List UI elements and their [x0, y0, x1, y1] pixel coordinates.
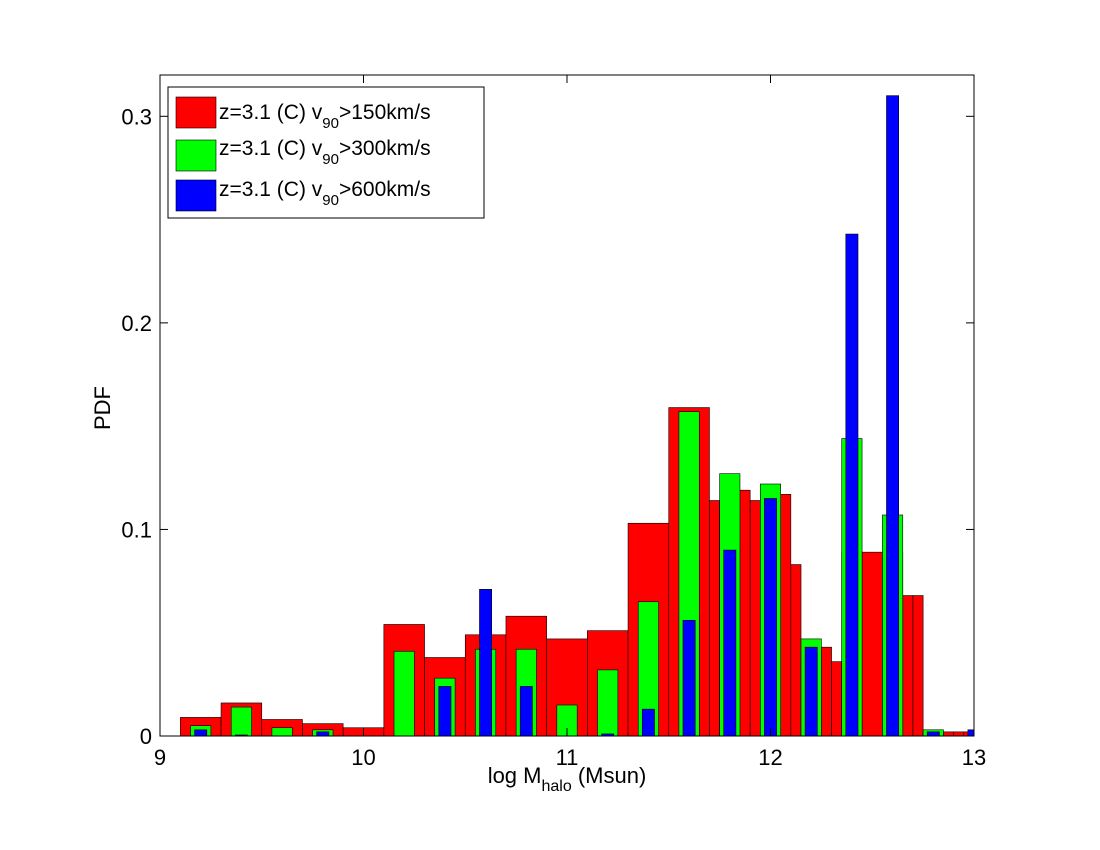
- series-1-bar: [953, 731, 965, 737]
- y-axis-label: PDF: [90, 386, 115, 430]
- series-1-bar: [902, 595, 914, 737]
- legend-label-series-2: z=3.1 (C) v90>300km/s: [219, 137, 431, 168]
- series-3-bar: [194, 729, 208, 737]
- series-1-bar: [709, 500, 720, 737]
- legend-swatch-series-2: [175, 139, 217, 172]
- series-1-bar: [790, 564, 802, 737]
- y-tick-label: 0: [140, 724, 152, 749]
- series-3-bar: [519, 686, 533, 737]
- legend-label-series-3: z=3.1 (C) v90>600km/s: [219, 178, 431, 209]
- series-1-bar: [749, 500, 761, 737]
- series-1-bar: [912, 595, 924, 737]
- legend-swatch-series-3: [175, 179, 217, 212]
- legend-label-series-1: z=3.1 (C) v90>150km/s: [219, 101, 431, 132]
- series-2-bar: [393, 651, 415, 737]
- legend-swatch-series-1: [175, 96, 217, 129]
- series-3-bar: [804, 646, 818, 737]
- series-1-bar: [831, 661, 843, 737]
- x-tick-label: 9: [154, 745, 166, 770]
- series-3-bar: [682, 620, 696, 737]
- series-1-bar: [861, 551, 883, 737]
- series-3-bar: [967, 729, 975, 737]
- ticks-layer: 9 10 11 12 13 0 0.1 0.2 0.3: [121, 75, 986, 770]
- legend: z=3.1 (C) v90>150km/s z=3.1 (C) v90>300k…: [167, 86, 485, 219]
- x-axis-label: log Mhalo (Msun): [488, 763, 647, 795]
- y-tick-label: 0.2: [121, 311, 152, 336]
- series-3-bar: [764, 498, 777, 737]
- series-3-bar: [926, 731, 940, 737]
- x-tick-label: 11: [556, 745, 579, 770]
- series-3-bar: [886, 95, 900, 737]
- series-3-bar: [641, 708, 655, 737]
- series-1-bar: [943, 731, 954, 737]
- x-tick-label: 12: [758, 745, 782, 770]
- x-tick-label: 13: [962, 745, 986, 770]
- series-2-bar: [271, 727, 293, 737]
- series-3-bar: [479, 589, 493, 737]
- legend-box: [167, 86, 485, 219]
- y-tick-label: 0.3: [121, 104, 152, 129]
- series-2-bar: [230, 706, 252, 737]
- series-3-bar: [723, 549, 737, 737]
- x-tick-label: 10: [351, 745, 375, 770]
- series-3-bar: [845, 233, 859, 737]
- series-3-bar: [438, 686, 452, 737]
- bars-layer: [180, 95, 975, 737]
- series-3-bar: [316, 731, 330, 737]
- y-tick-label: 0.1: [121, 517, 152, 542]
- series-2-bar: [597, 669, 619, 737]
